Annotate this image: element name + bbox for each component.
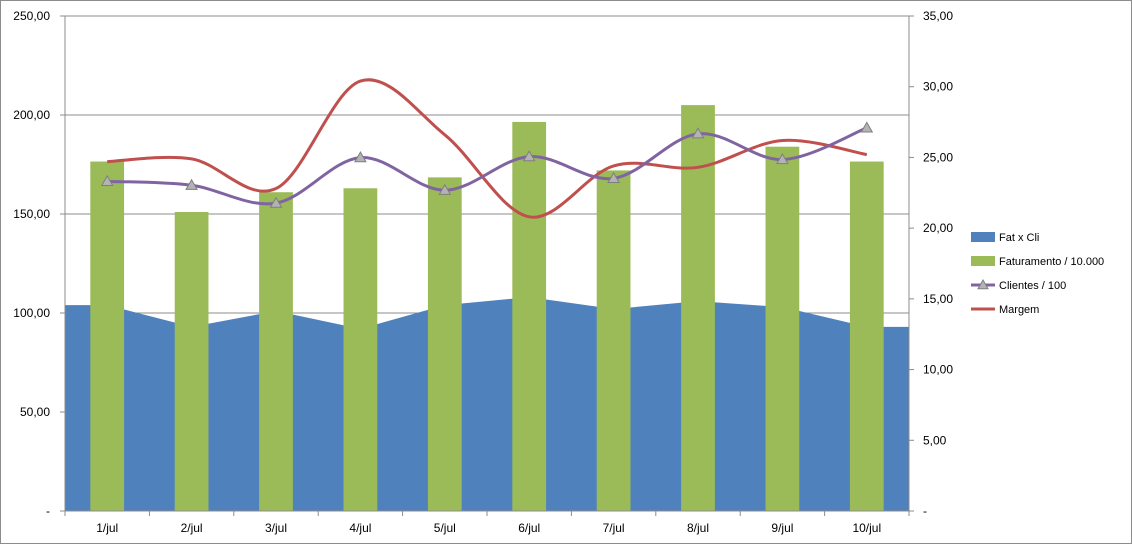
- clientes-marker: [269, 196, 283, 208]
- faturamento-bar: [849, 161, 884, 511]
- left-axis-tick-label: 100,00: [13, 306, 50, 320]
- legend-swatch: [971, 232, 995, 242]
- x-axis-tick-label: 4/jul: [349, 521, 371, 535]
- x-axis-tick-label: 6/jul: [518, 521, 540, 535]
- x-axis-tick-label: 3/jul: [265, 521, 287, 535]
- faturamento-bar: [90, 161, 125, 511]
- x-axis-tick-label: 10/jul: [852, 521, 881, 535]
- clientes-marker: [185, 178, 198, 190]
- faturamento-bar: [343, 188, 378, 511]
- legend-entry-label: Margem: [999, 304, 1039, 316]
- clientes-marker: [860, 121, 874, 133]
- line-series-layer: [100, 78, 874, 219]
- legend: Fat x Cli Faturamento / 10.000 Clientes / …: [971, 232, 1104, 316]
- right-axis-tick-label: 10,00: [923, 363, 953, 377]
- clientes-marker: [354, 151, 367, 163]
- legend-entry-label: Fat x Cli: [999, 232, 1039, 244]
- x-axis-tick-label: 7/jul: [603, 521, 625, 535]
- faturamento-bar: [765, 146, 800, 511]
- legend-entry-label: Clientes / 100: [999, 280, 1066, 292]
- right-axis-tick-label: 20,00: [923, 221, 953, 235]
- faturamento-bar: [427, 177, 462, 511]
- right-axis-tick-label: -: [923, 504, 927, 518]
- left-axis-tick-label: 250,00: [13, 9, 50, 23]
- clientes-marker: [691, 127, 705, 139]
- right-axis-tick-label: 15,00: [923, 292, 953, 306]
- x-axis-tick-label: 2/jul: [181, 521, 203, 535]
- x-axis-tick-label: 9/jul: [771, 521, 793, 535]
- faturamento-bar: [174, 212, 209, 511]
- left-axis-tick-label: 150,00: [13, 207, 50, 221]
- x-axis-tick-label: 8/jul: [687, 521, 709, 535]
- margem-line: [107, 78, 868, 219]
- clientes-line: [107, 126, 868, 206]
- clientes-marker: [607, 171, 620, 183]
- legend-swatch: [971, 256, 995, 266]
- faturamento-bar-layer: [90, 105, 884, 512]
- right-axis-tick-label: 25,00: [923, 150, 953, 164]
- clientes-marker: [776, 153, 789, 165]
- faturamento-bar: [259, 192, 293, 511]
- right-axis-tick-label: 30,00: [923, 80, 953, 94]
- right-axis-tick-label: 5,00: [923, 433, 947, 447]
- clientes-marker: [522, 150, 536, 162]
- legend-marker: [977, 278, 989, 290]
- legend-entry-label: Faturamento / 10.000: [999, 256, 1104, 268]
- faturamento-bar: [681, 105, 715, 511]
- x-axis-tick-label: 5/jul: [434, 521, 456, 535]
- x-axis-tick-label: 1/jul: [96, 521, 118, 535]
- left-axis-tick-label: -: [46, 504, 50, 518]
- faturamento-bar: [512, 121, 547, 512]
- clientes-marker: [438, 183, 452, 195]
- left-axis-tick-label: 200,00: [13, 108, 50, 122]
- left-axis-tick-label: 50,00: [20, 405, 50, 419]
- axes: - 50,00 100,00 150,00 200,00 250,00 - 5,00 10,00…: [13, 9, 953, 535]
- right-axis-tick-label: 35,00: [923, 9, 953, 23]
- faturamento-bar: [596, 170, 631, 511]
- clientes-marker: [100, 174, 114, 186]
